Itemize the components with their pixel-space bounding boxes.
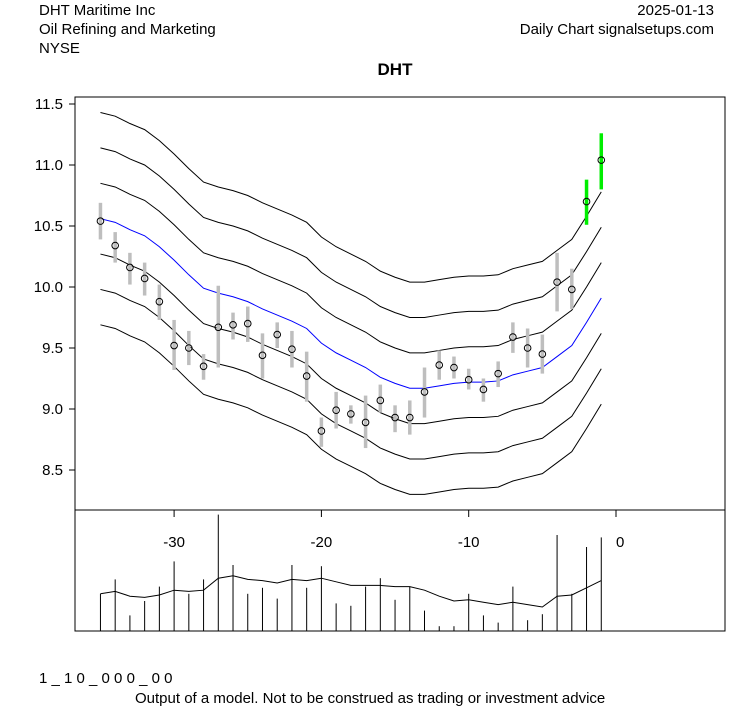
close-point <box>243 319 252 328</box>
y-tick-label: 10.0 <box>34 279 63 296</box>
disclaimer: Output of a model. Not to be construed a… <box>135 690 606 707</box>
close-point <box>376 396 385 405</box>
y-tick-label: 9.0 <box>42 401 63 418</box>
close-point <box>258 351 267 360</box>
close-point <box>420 388 429 396</box>
close-point <box>597 156 606 164</box>
x-tick-label: -10 <box>458 534 480 551</box>
mid-line <box>100 218 602 389</box>
close-point <box>568 285 576 294</box>
close-point <box>464 375 473 384</box>
band-line <box>100 288 602 460</box>
close-point <box>347 410 355 418</box>
chart-title: DHT <box>377 60 413 79</box>
x-tick-label: 0 <box>616 534 624 551</box>
close-point <box>229 321 237 329</box>
close-point <box>170 341 178 350</box>
band-line <box>100 182 602 354</box>
volume-average-line <box>100 575 602 608</box>
close-point <box>450 363 458 372</box>
close-point <box>405 413 414 422</box>
company-name: DHT Maritime Inc <box>39 2 156 19</box>
close-point <box>479 385 488 394</box>
close-point <box>155 297 164 306</box>
y-tick-label: 9.5 <box>42 340 63 357</box>
x-tick-label: -30 <box>163 534 185 551</box>
close-point <box>273 330 282 339</box>
close-point <box>185 344 193 352</box>
band-line <box>100 147 602 318</box>
y-tick-label: 8.5 <box>42 462 63 479</box>
close-point <box>361 418 370 427</box>
close-point <box>332 406 340 415</box>
model-code: 1 _ 1 0 _ 0 0 0 _ 0 0 <box>39 670 173 687</box>
close-point <box>96 217 105 225</box>
band-line <box>100 324 602 495</box>
close-point <box>582 197 591 206</box>
close-point <box>538 350 547 358</box>
exchange: NYSE <box>39 40 80 57</box>
close-point <box>140 274 149 283</box>
close-point <box>199 362 208 371</box>
y-tick-label: 11.0 <box>35 157 63 174</box>
close-point <box>523 344 532 352</box>
close-point <box>509 333 517 341</box>
band-line <box>100 112 602 283</box>
industry: Oil Refining and Marketing <box>39 21 216 38</box>
close-point <box>288 345 296 354</box>
close-point <box>111 241 119 250</box>
close-point <box>553 278 561 286</box>
band-line <box>100 253 602 425</box>
close-point <box>302 372 311 380</box>
close-point <box>435 361 444 369</box>
volume-panel-frame <box>74 509 726 632</box>
chart-source: Daily Chart signalsetups.com <box>519 21 714 38</box>
close-point <box>494 369 502 378</box>
close-point <box>391 413 399 422</box>
close-point <box>126 263 134 272</box>
chart-date: 2025-01-13 <box>637 2 714 19</box>
close-point <box>214 323 223 332</box>
y-tick-label: 11.5 <box>35 96 63 113</box>
price-panel-frame <box>74 96 726 511</box>
y-tick-label: 10.5 <box>34 218 63 235</box>
x-tick-label: -20 <box>311 534 333 551</box>
close-point <box>317 427 326 435</box>
